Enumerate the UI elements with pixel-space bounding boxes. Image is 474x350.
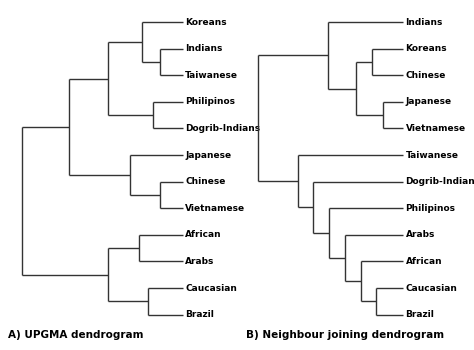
Text: Taiwanese: Taiwanese [185, 71, 238, 80]
Text: Chinese: Chinese [406, 71, 446, 80]
Text: A) UPGMA dendrogram: A) UPGMA dendrogram [8, 330, 144, 340]
Text: Vietnamese: Vietnamese [185, 204, 245, 213]
Text: Brazil: Brazil [185, 310, 214, 319]
Text: Indians: Indians [185, 44, 222, 53]
Text: Caucasian: Caucasian [406, 284, 457, 293]
Text: African: African [406, 257, 442, 266]
Text: B) Neighbour joining dendrogram: B) Neighbour joining dendrogram [246, 330, 444, 340]
Text: Philipinos: Philipinos [406, 204, 456, 213]
Text: Taiwanese: Taiwanese [406, 150, 458, 160]
Text: Arabs: Arabs [406, 230, 435, 239]
Text: Japanese: Japanese [185, 150, 231, 160]
Text: African: African [185, 230, 222, 239]
Text: Koreans: Koreans [185, 18, 227, 27]
Text: Caucasian: Caucasian [185, 284, 237, 293]
Text: Indians: Indians [406, 18, 443, 27]
Text: Japanese: Japanese [406, 97, 452, 106]
Text: Vietnamese: Vietnamese [406, 124, 465, 133]
Text: Brazil: Brazil [406, 310, 434, 319]
Text: Philipinos: Philipinos [185, 97, 235, 106]
Text: Koreans: Koreans [406, 44, 447, 53]
Text: Dogrib-Indians: Dogrib-Indians [185, 124, 260, 133]
Text: Chinese: Chinese [185, 177, 226, 186]
Text: Dogrib-Indians: Dogrib-Indians [406, 177, 474, 186]
Text: Arabs: Arabs [185, 257, 215, 266]
